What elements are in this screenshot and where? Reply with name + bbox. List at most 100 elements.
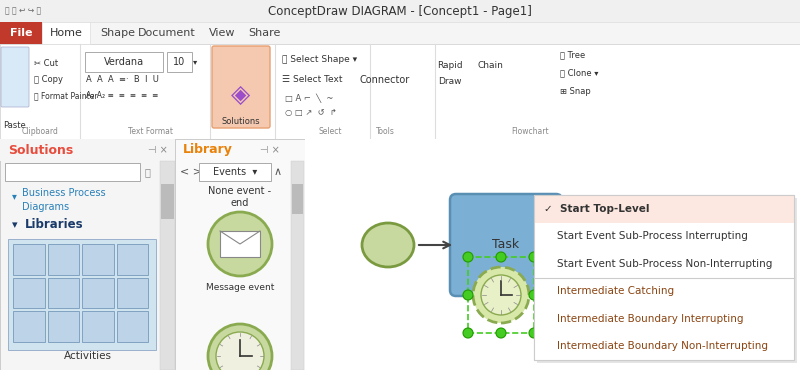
Text: Text Format: Text Format	[127, 128, 173, 137]
Text: ⧉ Clone ▾: ⧉ Clone ▾	[560, 68, 598, 77]
FancyBboxPatch shape	[534, 195, 794, 222]
Circle shape	[529, 252, 539, 262]
Text: Diagrams: Diagrams	[22, 202, 69, 212]
FancyBboxPatch shape	[47, 244, 79, 275]
FancyBboxPatch shape	[85, 52, 163, 72]
Text: Tools: Tools	[375, 128, 394, 137]
Text: Message event: Message event	[206, 283, 274, 293]
FancyBboxPatch shape	[220, 231, 260, 257]
Text: ◈: ◈	[231, 83, 250, 107]
FancyBboxPatch shape	[167, 52, 192, 72]
Text: end: end	[231, 198, 249, 208]
FancyBboxPatch shape	[117, 278, 148, 308]
Text: Document: Document	[138, 28, 196, 38]
FancyBboxPatch shape	[212, 46, 270, 128]
FancyBboxPatch shape	[13, 244, 45, 275]
Text: ✓  Start Top-Level: ✓ Start Top-Level	[544, 204, 650, 214]
Text: Paste: Paste	[4, 121, 26, 130]
Text: Chain: Chain	[477, 61, 503, 70]
Text: < >: < >	[180, 167, 202, 177]
Text: Flowchart: Flowchart	[511, 128, 549, 137]
Circle shape	[208, 212, 272, 276]
Text: Solutions: Solutions	[222, 118, 260, 127]
FancyBboxPatch shape	[534, 278, 794, 305]
Text: 🌲 Tree: 🌲 Tree	[560, 50, 586, 60]
Text: ▾: ▾	[193, 57, 197, 67]
Text: Business Process: Business Process	[22, 188, 106, 198]
Text: ☰ Select Text: ☰ Select Text	[282, 74, 342, 84]
Text: Connector: Connector	[360, 75, 410, 85]
FancyBboxPatch shape	[534, 222, 794, 250]
Text: ○ □ ↗  ↺  ↱: ○ □ ↗ ↺ ↱	[285, 108, 337, 118]
Text: Intermediate Catching: Intermediate Catching	[544, 286, 674, 296]
Circle shape	[473, 267, 529, 323]
Text: Events  ▾: Events ▾	[213, 167, 257, 177]
FancyBboxPatch shape	[175, 139, 305, 370]
Text: ConceptDraw DIAGRAM - [Concept1 - Page1]: ConceptDraw DIAGRAM - [Concept1 - Page1]	[268, 4, 532, 17]
Circle shape	[463, 328, 473, 338]
FancyBboxPatch shape	[534, 250, 794, 278]
Circle shape	[496, 328, 506, 338]
Text: Activities: Activities	[63, 351, 111, 361]
Text: 📷 Select Shape ▾: 📷 Select Shape ▾	[282, 56, 357, 64]
FancyBboxPatch shape	[0, 22, 800, 44]
FancyBboxPatch shape	[82, 244, 114, 275]
Text: 🗋 🗄 ↩ ↪ 🔍: 🗋 🗄 ↩ ↪ 🔍	[5, 7, 41, 16]
FancyBboxPatch shape	[13, 278, 45, 308]
Text: Library: Library	[183, 144, 233, 157]
Circle shape	[529, 328, 539, 338]
Text: Task: Task	[493, 239, 519, 252]
Text: Shape: Shape	[101, 28, 135, 38]
Circle shape	[208, 324, 272, 370]
Circle shape	[216, 332, 264, 370]
Text: Intermediate Boundary Interrupting: Intermediate Boundary Interrupting	[544, 314, 743, 324]
Text: Clipboard: Clipboard	[22, 128, 58, 137]
Text: 🔍: 🔍	[144, 167, 150, 177]
FancyBboxPatch shape	[13, 311, 45, 342]
FancyBboxPatch shape	[82, 278, 114, 308]
Circle shape	[481, 275, 521, 315]
Text: ⊣ ×: ⊣ ×	[148, 145, 168, 155]
Ellipse shape	[362, 223, 414, 267]
Text: Start Event Sub-Process Interrupting: Start Event Sub-Process Interrupting	[544, 231, 748, 241]
Text: Verdana: Verdana	[104, 57, 144, 67]
FancyBboxPatch shape	[1, 47, 29, 107]
Text: Intermediate Boundary Non-Interrupting: Intermediate Boundary Non-Interrupting	[544, 341, 768, 351]
Text: Solutions: Solutions	[8, 144, 74, 157]
FancyBboxPatch shape	[42, 22, 90, 44]
Text: View: View	[209, 28, 235, 38]
FancyBboxPatch shape	[0, 139, 800, 370]
Text: Draw: Draw	[438, 77, 462, 87]
FancyBboxPatch shape	[47, 278, 79, 308]
Text: File: File	[10, 28, 32, 38]
FancyBboxPatch shape	[292, 184, 303, 214]
Circle shape	[463, 252, 473, 262]
Text: 📋 Copy: 📋 Copy	[34, 74, 63, 84]
Text: Rapid: Rapid	[437, 61, 463, 70]
FancyBboxPatch shape	[117, 311, 148, 342]
Text: Share: Share	[248, 28, 280, 38]
FancyBboxPatch shape	[0, 139, 175, 370]
FancyBboxPatch shape	[8, 239, 156, 350]
FancyBboxPatch shape	[0, 0, 800, 22]
FancyBboxPatch shape	[117, 244, 148, 275]
FancyBboxPatch shape	[199, 163, 271, 181]
FancyBboxPatch shape	[161, 184, 174, 219]
FancyBboxPatch shape	[0, 139, 175, 161]
FancyBboxPatch shape	[82, 311, 114, 342]
Text: A  A  A  ≡·  B  I  U: A A A ≡· B I U	[86, 75, 159, 84]
Text: Start Event Sub-Process Non-Interrupting: Start Event Sub-Process Non-Interrupting	[544, 259, 772, 269]
Text: ▾: ▾	[12, 191, 17, 201]
FancyBboxPatch shape	[534, 305, 794, 333]
FancyBboxPatch shape	[291, 161, 304, 370]
FancyBboxPatch shape	[537, 198, 797, 363]
FancyBboxPatch shape	[47, 311, 79, 342]
Text: ⊣ ×: ⊣ ×	[260, 145, 280, 155]
Circle shape	[529, 290, 539, 300]
FancyBboxPatch shape	[0, 44, 800, 139]
FancyBboxPatch shape	[450, 194, 562, 296]
FancyBboxPatch shape	[5, 163, 140, 181]
Text: 🖌 Format Painter: 🖌 Format Painter	[34, 91, 98, 101]
Text: A₂ A₂ ≡  ≡  ≡  ≡  ≡: A₂ A₂ ≡ ≡ ≡ ≡ ≡	[86, 91, 158, 101]
Text: ∧: ∧	[274, 167, 282, 177]
